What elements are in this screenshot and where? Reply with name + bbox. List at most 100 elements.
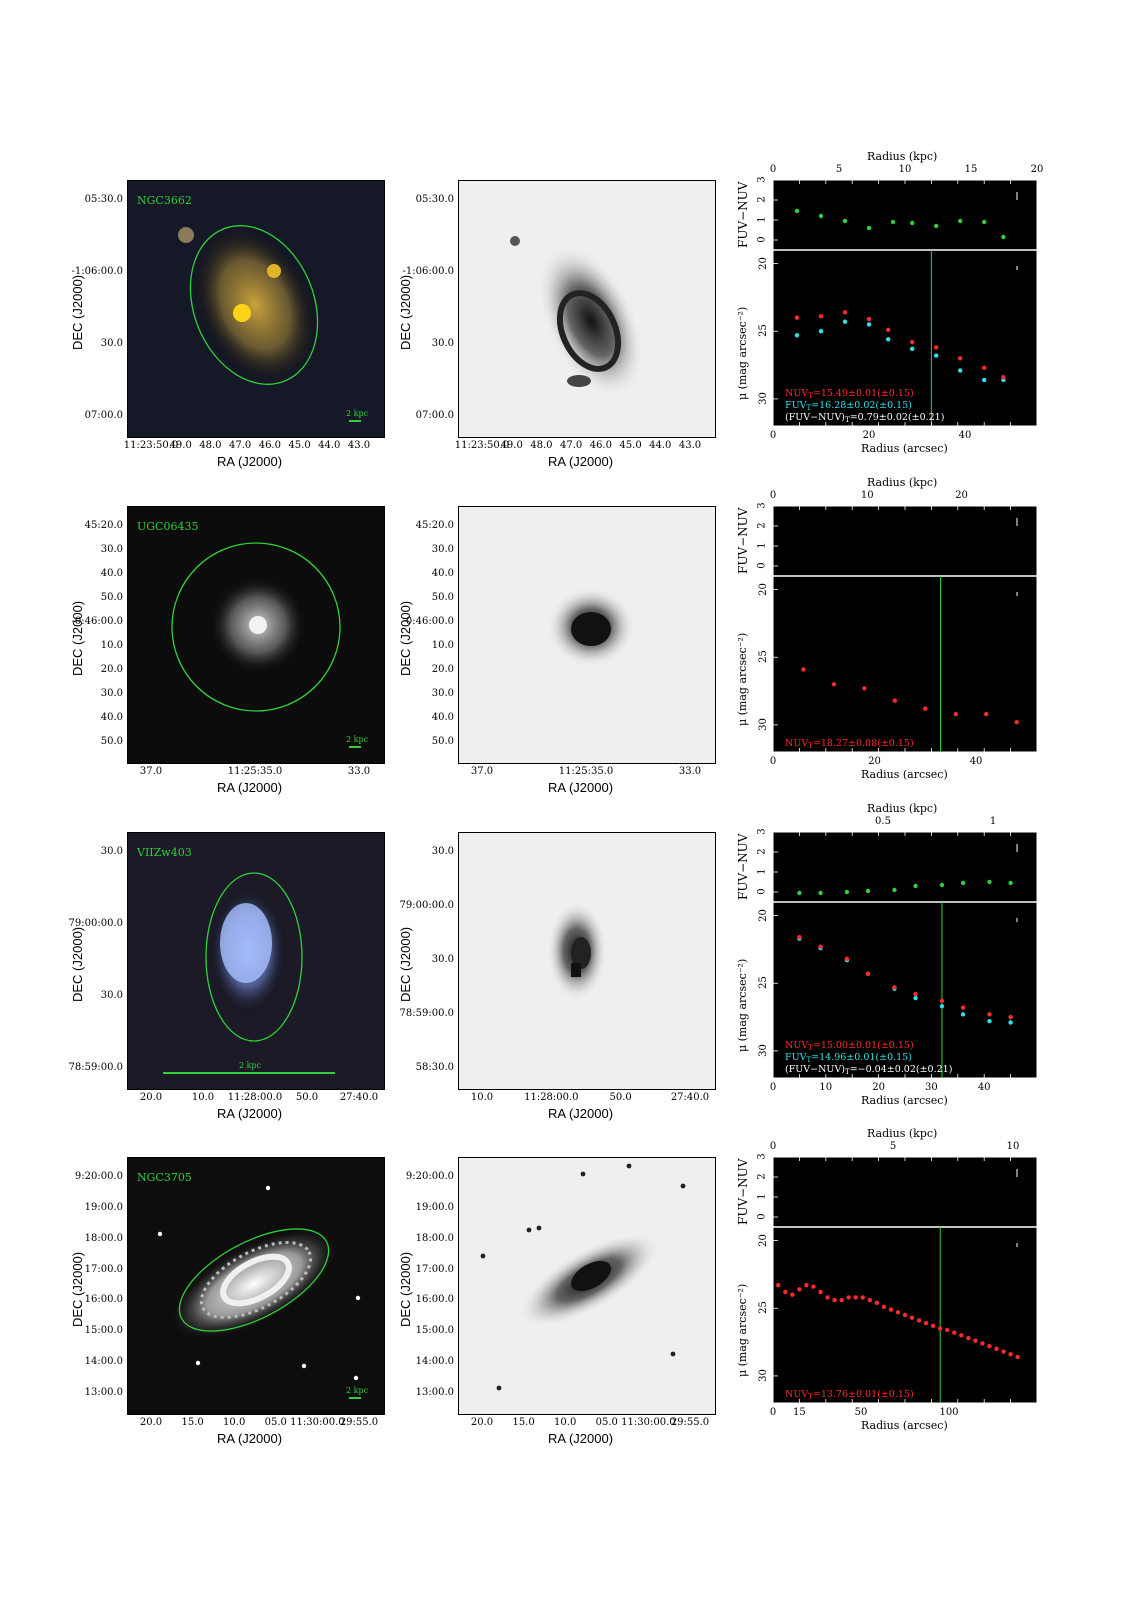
color-axis-title: FUV−NUV [736, 507, 750, 574]
radius-kpc-title: Radius (kpc) [867, 1127, 938, 1140]
kpc-tick-label: 0 [769, 1141, 777, 1152]
arcsec-tick-label: 0 [769, 1407, 777, 1418]
mu-tick-label: 20 [757, 1233, 769, 1247]
dec-tick-label: -0:46:00.0 [71, 616, 123, 627]
gray-ra-tick-label: 33.0 [678, 766, 702, 777]
ra-tick-label: 43.0 [347, 440, 371, 451]
gray-dec-axis-title: DEC (J2000) [398, 926, 413, 1002]
gray-ra-tick-label: 47.0 [560, 440, 583, 451]
gray-image [458, 180, 716, 438]
ra-tick-label: 45.0 [288, 440, 311, 451]
mu-axis-title: μ (mag arcsec⁻²) [736, 958, 749, 1052]
gray-image [458, 832, 716, 1090]
nuv-point [1008, 1352, 1013, 1357]
nuv-point [818, 1289, 823, 1295]
ra-tick-label: 05.0 [264, 1417, 287, 1428]
radius-arcsec-title: Radius (arcsec) [861, 1094, 948, 1107]
color-tick-label: 3 [756, 1153, 768, 1160]
kpc-tick-label: 10 [860, 490, 874, 501]
arcsec-tick-label: 10 [819, 1082, 833, 1093]
color-tick-label: 1 [756, 216, 768, 223]
nuv-point [1015, 1354, 1020, 1360]
gray-dec-tick-label: 18:00.0 [415, 1232, 454, 1244]
dec-axis-title: DEC (J2000) [70, 274, 85, 350]
gray-ra-tick-label: 29:55.0 [670, 1417, 710, 1428]
kpc-tick-label: 15 [964, 164, 978, 175]
mu-tick-label: 20 [757, 256, 769, 270]
nuv-point [811, 1284, 816, 1289]
gray-ra-tick-label: 48.0 [530, 440, 553, 451]
color-point [958, 218, 963, 224]
ra-tick-label: 11:23:50.0 [123, 440, 179, 451]
nuv-point [958, 356, 963, 361]
nuv-point [831, 682, 837, 687]
gray-dec-tick-label: -0:46:00.0 [402, 616, 454, 627]
color-tick-label: 0 [756, 236, 768, 243]
dec-tick-label: 50.0 [100, 592, 123, 603]
nuv-point [797, 1287, 802, 1292]
fuv-point [818, 329, 824, 334]
ra-tick-label: 27:40.0 [339, 1092, 379, 1103]
radius-arcsec-title: Radius (arcsec) [861, 442, 948, 455]
dec-tick-label: 45:20.0 [84, 520, 123, 531]
color-image [127, 1157, 385, 1415]
color-point [910, 220, 915, 226]
arcsec-tick-label: 15 [793, 1407, 806, 1418]
nuv-point [959, 1333, 964, 1338]
kpc-tick-label: 20 [1030, 164, 1044, 175]
color-point [797, 890, 802, 896]
color-point [934, 223, 939, 229]
gray-ra-tick-label: 50.0 [609, 1092, 632, 1103]
gray-dec-axis-title: DEC (J2000) [398, 274, 413, 350]
color-point [818, 890, 823, 896]
ra-tick-label: 48.0 [199, 440, 222, 451]
color-point [866, 225, 872, 231]
dec-tick-label: 18:00.0 [84, 1232, 123, 1244]
scale-bar-label: 2 kpc [239, 1061, 262, 1070]
nuv-point [881, 1304, 887, 1310]
fuv-point [794, 333, 800, 338]
dec-axis-title: DEC (J2000) [70, 600, 85, 676]
fuv-point [842, 319, 848, 324]
scale-bar-label: 2 kpc [346, 735, 369, 744]
color-point [794, 208, 800, 214]
nuv-point [888, 1307, 894, 1312]
profile-chart: NUVT=15.49±0.01(±0.15) FUVT=16.28±0.02(±0… [773, 180, 1037, 426]
gray-dec-tick-label: 30.0 [431, 954, 454, 965]
dec-axis-title: DEC (J2000) [70, 1251, 85, 1327]
gray-ra-tick-label: 11:30:00.0 [621, 1417, 676, 1428]
nuv-point [853, 1295, 858, 1300]
color-tick-label: 2 [756, 848, 768, 855]
annotation-fuv: FUVT=16.28±0.02(±0.15) [785, 400, 912, 412]
fuv-point [939, 1004, 945, 1009]
color-tick-label: 2 [756, 1173, 768, 1180]
arcsec-tick-label: 0 [769, 756, 777, 767]
dec-tick-label: 9:20:00.0 [74, 1171, 123, 1182]
nuv-point [973, 1338, 978, 1343]
color-tick-label: 1 [756, 1193, 768, 1200]
gray-dec-tick-label: 30.0 [431, 338, 454, 349]
nuv-point [804, 1283, 809, 1288]
ra-tick-label: 44.0 [318, 440, 341, 451]
radius-kpc-title: Radius (kpc) [867, 476, 938, 489]
nuv-point [953, 711, 958, 717]
mu-tick-label: 25 [757, 976, 769, 990]
mu-tick-label: 25 [757, 324, 769, 338]
galaxy-glow [168, 1227, 340, 1341]
kpc-tick-label: 1 [989, 816, 997, 827]
ra-tick-label: 20.0 [139, 1092, 163, 1103]
kpc-tick-label: 10 [898, 164, 912, 175]
gray-dec-tick-label: 17:00.0 [415, 1263, 454, 1275]
ra-tick-label: 47.0 [229, 440, 252, 451]
dec-tick-label: 07:00.0 [84, 410, 123, 421]
aperture-ellipse [171, 542, 341, 712]
gray-dec-tick-label: 19:00.0 [415, 1201, 454, 1213]
gray-dec-tick-label: 58:30.0 [415, 1062, 454, 1073]
fuv-point [886, 337, 891, 342]
dec-tick-label: 13:00.0 [84, 1387, 123, 1398]
gray-dec-tick-label: 10.0 [431, 640, 454, 651]
fuv-point [960, 1012, 966, 1017]
nuv-point [984, 711, 989, 717]
gray-ra-tick-label: 10.0 [470, 1092, 494, 1103]
ra-tick-label: 10.0 [223, 1417, 246, 1428]
